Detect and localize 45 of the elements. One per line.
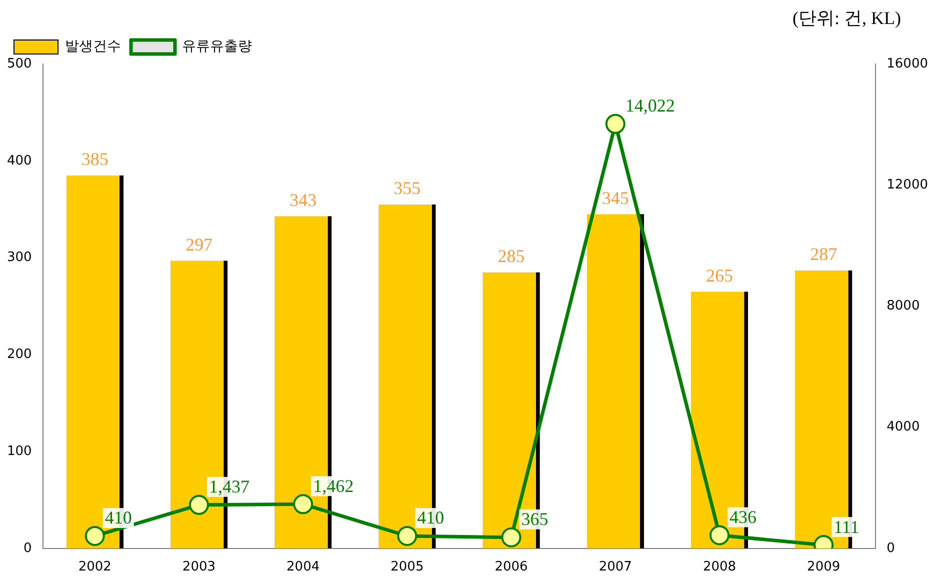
x-tick-label: 2006 bbox=[494, 560, 528, 575]
y2-tick-label: 4000 bbox=[886, 420, 920, 435]
point bbox=[84, 526, 105, 546]
y-tick-label: 300 bbox=[6, 250, 32, 266]
x-tick-label: 2008 bbox=[702, 560, 736, 575]
point bbox=[293, 494, 314, 514]
y-tick-label: 400 bbox=[6, 153, 32, 168]
x-tick-label: 2007 bbox=[598, 560, 632, 575]
y2-tick-label: 12000 bbox=[886, 177, 928, 192]
y2-tick-label: 8000 bbox=[886, 298, 920, 314]
data-label: 410 bbox=[104, 508, 132, 528]
legend-label: 유류유출량 bbox=[182, 38, 252, 55]
y2-tick-label: 16000 bbox=[886, 56, 928, 72]
legend-label: 발생건수 bbox=[65, 38, 121, 55]
data-label: 355 bbox=[394, 178, 421, 198]
data-label: 285 bbox=[498, 246, 525, 266]
x-tick-label: 2003 bbox=[182, 560, 216, 575]
x-tick-label: 2002 bbox=[78, 560, 112, 575]
data-label: 297 bbox=[185, 234, 212, 254]
point bbox=[188, 494, 209, 515]
x-tick-label: 2004 bbox=[286, 560, 320, 575]
text: (단위: 건, KL) bbox=[792, 7, 901, 30]
data-label: 345 bbox=[602, 188, 629, 208]
data-label: 385 bbox=[81, 149, 108, 170]
y2-tick-label: 0 bbox=[886, 540, 895, 556]
data-label: 365 bbox=[521, 509, 548, 530]
point bbox=[397, 526, 418, 546]
y-tick-label: 100 bbox=[6, 444, 32, 459]
data-label: 287 bbox=[810, 244, 838, 264]
data-label: 436 bbox=[729, 506, 756, 527]
data-label: 1,437 bbox=[208, 476, 250, 497]
point bbox=[605, 114, 626, 134]
data-label: 1,462 bbox=[313, 476, 354, 496]
x-tick-label: 2005 bbox=[390, 560, 424, 575]
point bbox=[501, 527, 522, 548]
point bbox=[709, 525, 730, 546]
y-tick-label: 500 bbox=[6, 56, 32, 72]
data-label: 410 bbox=[417, 508, 444, 528]
data-label: 14,022 bbox=[625, 96, 675, 116]
y-tick-label: 0 bbox=[24, 540, 32, 556]
data-label: 343 bbox=[290, 190, 317, 210]
data-label: 265 bbox=[706, 265, 733, 286]
data-label: 111 bbox=[834, 516, 860, 537]
y-tick-label: 200 bbox=[6, 347, 32, 362]
x-tick-label: 2009 bbox=[807, 560, 840, 575]
